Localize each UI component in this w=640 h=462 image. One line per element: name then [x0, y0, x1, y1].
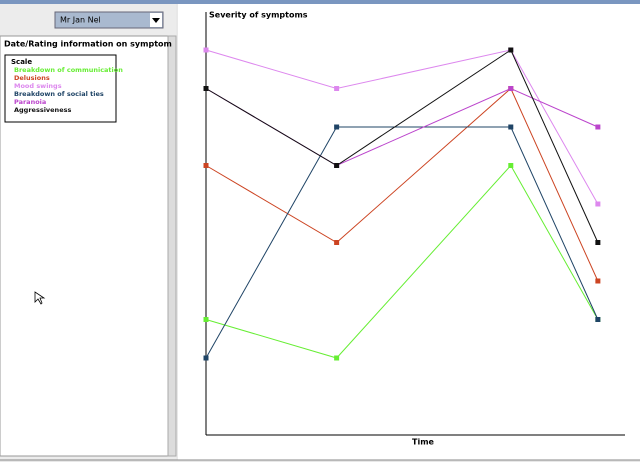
dropdown-value: Mr Jan Nel	[60, 16, 101, 25]
data-point	[595, 201, 601, 207]
data-point	[334, 163, 340, 168]
legend-entry: Aggressiveness	[14, 106, 71, 114]
data-point	[203, 47, 209, 53]
panel-title: Date/Rating information on symptom	[4, 40, 172, 49]
tab-strip	[0, 0, 640, 4]
data-point	[203, 86, 209, 91]
legend-entry: Breakdown of social ties	[14, 90, 104, 98]
series-line	[205, 164, 599, 359]
chart-title: Severity of symptoms	[209, 11, 308, 20]
data-point	[508, 86, 514, 91]
cursor	[34, 291, 46, 305]
series-line	[205, 49, 599, 243]
legend-box	[4, 54, 117, 123]
data-point	[595, 278, 601, 284]
data-point	[508, 163, 514, 168]
data-point	[334, 86, 340, 91]
patient-dropdown[interactable]	[54, 11, 164, 29]
data-point	[203, 317, 209, 322]
data-point	[508, 124, 514, 130]
data-point	[203, 355, 209, 361]
data-point	[508, 47, 514, 53]
data-point	[203, 163, 209, 168]
legend-entry: Breakdown of communication	[14, 66, 123, 74]
data-point	[595, 317, 601, 322]
data-point	[595, 240, 601, 245]
series-line	[205, 87, 599, 282]
legend-entry: Delusions	[14, 74, 50, 82]
data-point	[595, 124, 601, 130]
series-line	[205, 49, 599, 205]
chart-area	[178, 4, 640, 460]
data-point	[334, 240, 340, 245]
data-point	[334, 355, 340, 361]
legend-title: Scale	[11, 58, 32, 66]
dropdown-arrow	[152, 18, 160, 23]
x-axis-label: Time	[412, 438, 435, 447]
data-point	[334, 124, 340, 130]
legend-entry: Mood swings	[14, 82, 62, 90]
legend-entry: Paranoia	[14, 98, 46, 106]
scrollbar[interactable]	[167, 35, 177, 457]
